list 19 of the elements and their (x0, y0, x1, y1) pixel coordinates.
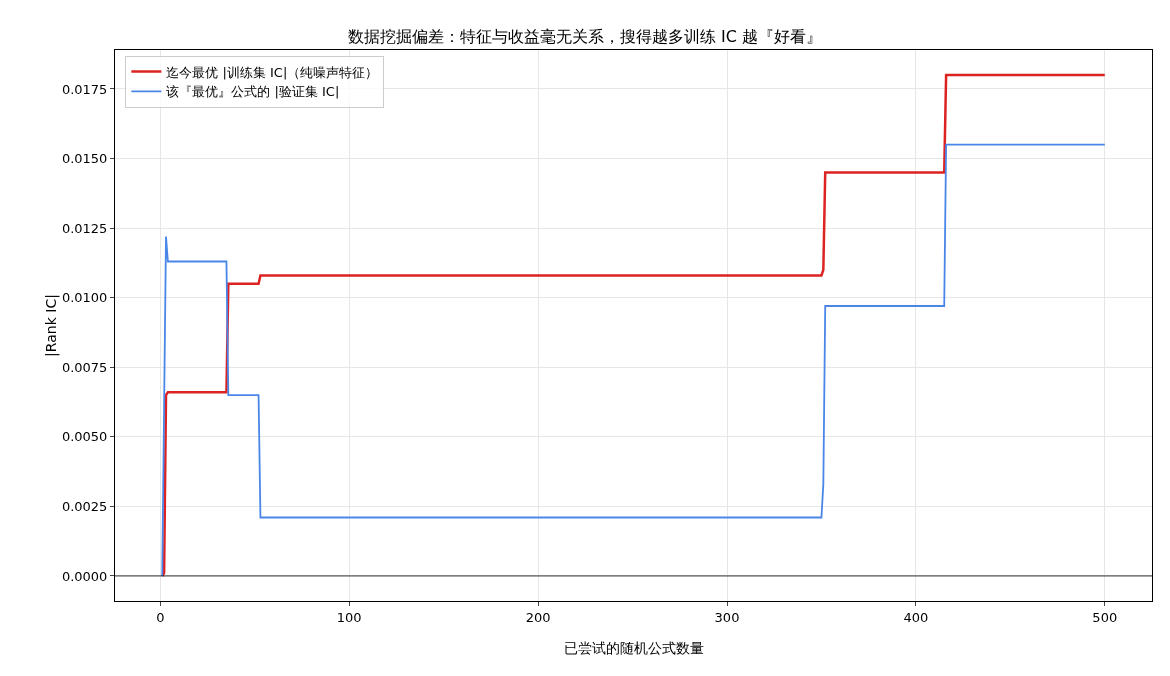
y-tick-label: 0.0150 (61, 151, 108, 167)
chart-title: 数据挖掘偏差：特征与收益毫无关系，搜得越多训练 IC 越『好看』 (347, 26, 823, 46)
x-tick-label: 500 (1092, 609, 1118, 625)
x-tick-label: 200 (525, 609, 551, 625)
y-tick-label: 0.0000 (61, 568, 108, 584)
y-tick-label: 0.0075 (61, 359, 108, 375)
y-axis-title: |Rank IC| (42, 294, 60, 357)
x-axis-title: 已尝试的随机公式数量 (563, 640, 704, 656)
legend-label: 该『最优』公式的 |验证集 IC| (166, 84, 340, 100)
x-tick-label: 100 (336, 609, 362, 625)
x-tick-label: 0 (156, 609, 165, 625)
x-tick-label: 300 (714, 609, 740, 625)
y-tick-label: 0.0100 (61, 290, 108, 306)
y-tick-label: 0.0175 (61, 81, 108, 97)
y-tick-label: 0.0050 (61, 429, 108, 445)
x-tick-label: 400 (903, 609, 929, 625)
y-tick-label: 0.0125 (61, 220, 108, 236)
y-tick-label: 0.0025 (61, 498, 108, 514)
legend-label: 迄今最优 |训练集 IC|（纯噪声特征） (166, 64, 379, 80)
